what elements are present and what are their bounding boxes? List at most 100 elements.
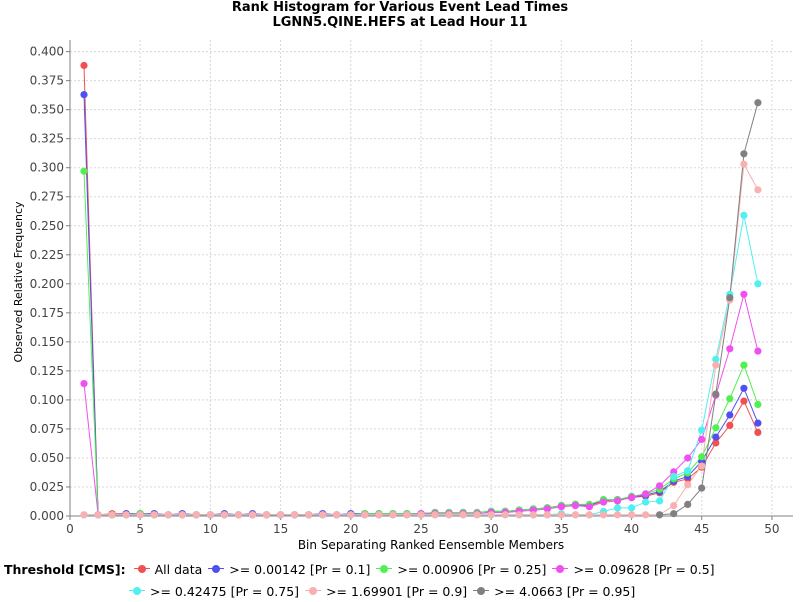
data-point-series-5 (642, 511, 650, 519)
data-point-series-5 (305, 511, 313, 519)
x-tick-label: 35 (554, 522, 569, 536)
data-point-series-2 (80, 167, 88, 175)
data-point-series-5 (712, 361, 720, 369)
data-point-series-5 (164, 511, 172, 519)
data-point-series-1 (726, 411, 734, 419)
x-tick-label: 20 (343, 522, 358, 536)
y-tick-label: 0.150 (30, 335, 64, 349)
data-point-series-4 (754, 280, 762, 288)
legend-label: >= 0.00906 [Pr = 0.25] (397, 561, 547, 577)
y-tick-label: 0.400 (30, 45, 64, 59)
data-point-series-4 (698, 426, 706, 434)
legend-item-5: >= 1.69901 [Pr = 0.9] (305, 584, 467, 599)
data-point-series-0 (754, 428, 762, 436)
data-point-series-5 (459, 511, 467, 519)
x-tick-label: 10 (203, 522, 218, 536)
x-tick-label: 5 (136, 522, 144, 536)
data-point-series-1 (740, 384, 748, 392)
data-point-series-5 (543, 511, 551, 519)
data-point-series-5 (262, 511, 271, 519)
data-point-series-1 (80, 91, 88, 99)
legend-label: >= 0.09628 [Pr = 0.5] (573, 561, 715, 577)
data-point-series-1 (712, 433, 720, 441)
y-tick-label: 0.075 (30, 422, 64, 436)
data-point-series-6 (726, 294, 734, 302)
x-tick-label: 45 (694, 522, 709, 536)
legend-swatch-icon (208, 564, 225, 574)
data-point-series-5 (291, 511, 299, 519)
legend-item-6: >= 4.0663 [Pr = 0.95] (473, 584, 635, 599)
legend-swatch-icon (129, 586, 145, 596)
legend-swatch-icon (473, 586, 490, 596)
legend-swatch-icon (305, 586, 322, 596)
data-point-series-4 (670, 472, 678, 481)
legend-item-1: >= 0.00142 [Pr = 0.1] (208, 562, 370, 577)
legend-item-2: >= 0.00906 [Pr = 0.25] (376, 562, 546, 577)
y-tick-label: 0.225 (30, 248, 64, 262)
data-point-series-5 (445, 511, 453, 519)
legend-row: Threshold [CMS]: All data >= 0.00142 [Pr … (4, 558, 796, 580)
data-point-series-6 (712, 390, 720, 398)
data-point-series-5 (319, 511, 327, 519)
data-point-series-5 (431, 511, 439, 519)
data-point-series-4 (642, 498, 650, 506)
plot-area (70, 40, 793, 516)
data-point-series-5 (628, 511, 636, 519)
y-tick-label: 0.175 (30, 306, 64, 320)
data-point-series-4 (740, 211, 748, 219)
data-point-series-3 (656, 482, 664, 490)
y-tick-label: 0.300 (30, 161, 64, 175)
legend-swatch-icon (552, 564, 569, 574)
legend-swatch-icon (133, 564, 150, 574)
data-point-series-2 (698, 453, 706, 461)
data-point-series-3 (585, 503, 594, 511)
data-point-series-5 (599, 511, 608, 519)
data-point-series-1 (754, 419, 762, 427)
y-tick-label: 0.000 (30, 509, 64, 523)
data-point-series-4 (613, 504, 622, 512)
data-point-series-5 (613, 511, 622, 519)
data-point-series-3 (571, 502, 580, 510)
data-point-series-5 (150, 511, 158, 519)
data-point-series-3 (80, 380, 88, 388)
data-point-series-5 (571, 511, 580, 519)
x-tick-label: 25 (413, 522, 428, 536)
y-tick-label: 0.025 (30, 480, 64, 494)
y-tick-label: 0.275 (30, 190, 64, 204)
y-axis-label: Observed Relative Frequency (12, 201, 25, 363)
data-point-series-5 (417, 511, 425, 519)
data-point-series-5 (277, 511, 285, 519)
chart-subtitle: LGNN5.QINE.HEFS at Lead Hour 11 (272, 15, 528, 30)
data-point-series-0 (740, 397, 748, 405)
data-point-series-6 (740, 150, 748, 158)
data-point-series-4 (628, 504, 636, 512)
data-point-series-5 (698, 462, 706, 470)
data-point-series-5 (178, 511, 186, 519)
data-point-series-6 (656, 511, 664, 519)
data-point-series-2 (726, 395, 734, 403)
data-point-series-5 (375, 511, 383, 519)
data-point-series-2 (712, 424, 720, 432)
data-point-series-3 (599, 498, 608, 506)
x-tick-label: 15 (273, 522, 288, 536)
data-point-series-5 (515, 511, 523, 519)
legend-label: >= 4.0663 [Pr = 0.95] (494, 583, 636, 599)
data-point-series-0 (726, 421, 734, 429)
data-point-series-2 (754, 400, 762, 409)
legend-item-0: All data (133, 562, 202, 577)
legend-label: >= 0.00142 [Pr = 0.1] (229, 561, 371, 577)
data-point-series-5 (557, 511, 566, 519)
data-point-series-5 (347, 511, 355, 519)
data-point-series-5 (684, 481, 692, 489)
data-point-series-6 (698, 484, 706, 492)
y-tick-label: 0.200 (30, 277, 64, 291)
y-tick-label: 0.100 (30, 393, 64, 407)
legend-title: Threshold [CMS]: (4, 561, 126, 577)
data-point-series-5 (234, 511, 243, 519)
data-point-series-5 (333, 511, 341, 519)
y-tick-label: 0.125 (30, 364, 64, 378)
data-point-series-2 (740, 361, 748, 369)
data-point-series-5 (403, 511, 411, 519)
data-point-series-4 (712, 355, 720, 363)
legend-swatch-icon (376, 564, 393, 574)
